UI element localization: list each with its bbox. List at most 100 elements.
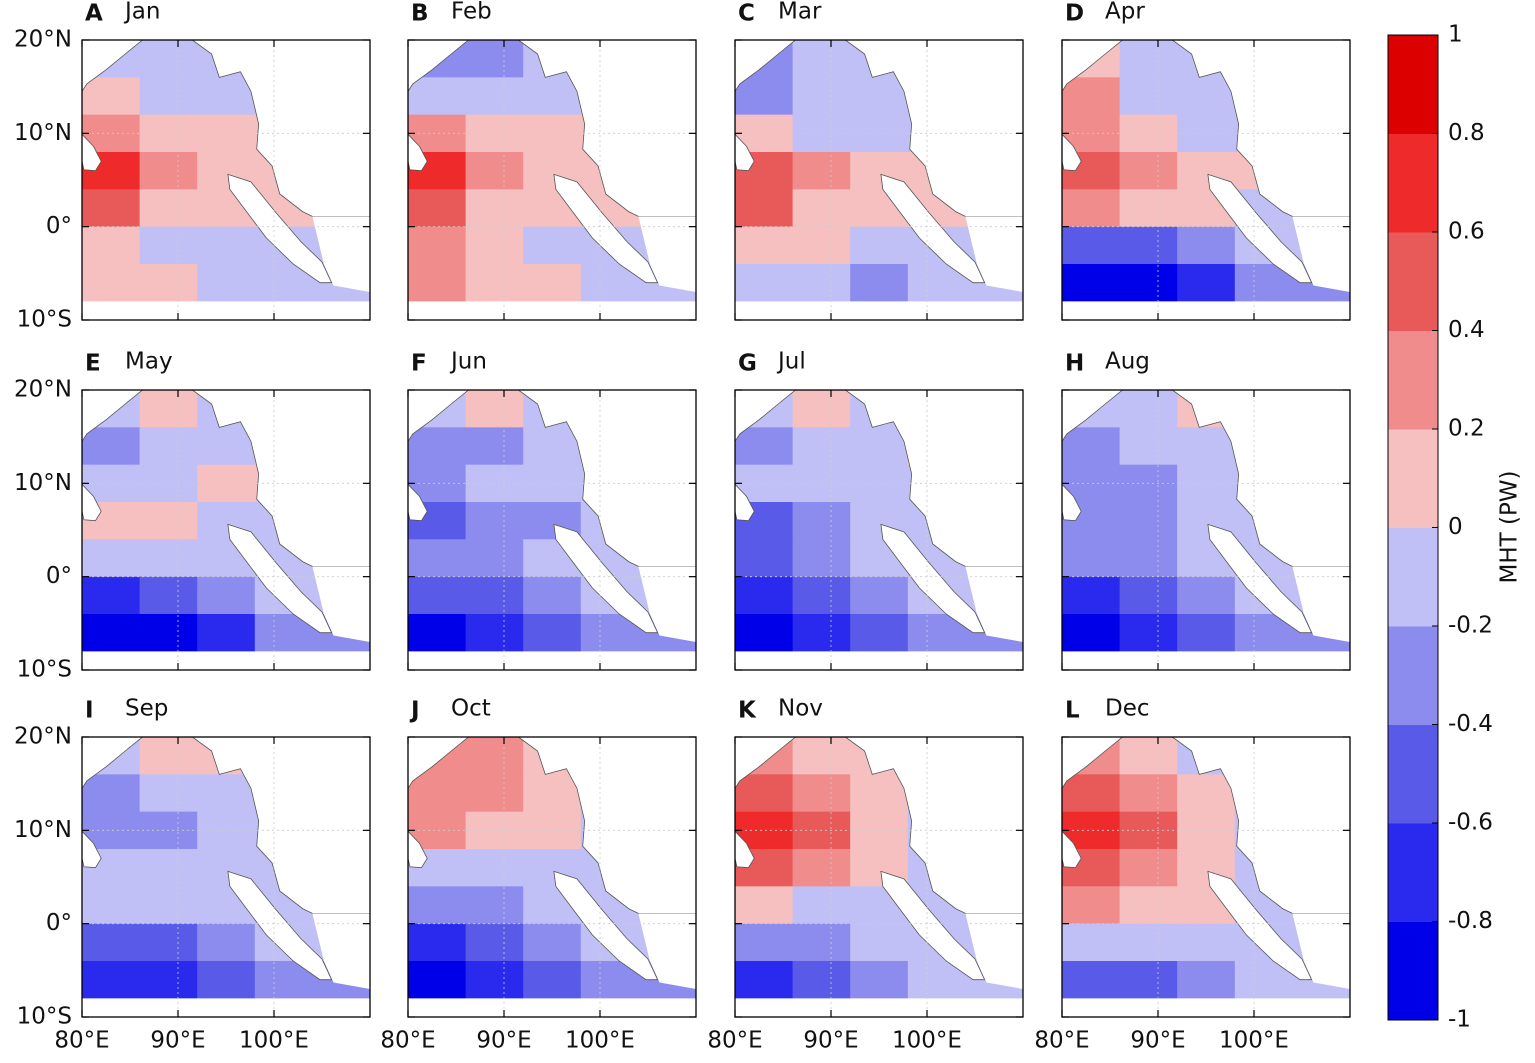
land bbox=[408, 133, 428, 172]
field-cell bbox=[1119, 390, 1178, 428]
land bbox=[965, 566, 1023, 642]
land bbox=[880, 173, 986, 284]
field-cell bbox=[197, 961, 256, 999]
land bbox=[82, 737, 144, 790]
field-cell bbox=[465, 226, 524, 265]
field-cell bbox=[1062, 961, 1121, 999]
colorbar-tick-label: -0.8 bbox=[1448, 908, 1493, 934]
land bbox=[1292, 566, 1350, 642]
colorbar-tick-label: -0.6 bbox=[1448, 810, 1493, 836]
field-cell bbox=[139, 390, 198, 428]
field-cell bbox=[408, 427, 467, 466]
field-cell bbox=[139, 77, 198, 116]
field-cell bbox=[1062, 614, 1121, 652]
land bbox=[1207, 173, 1313, 284]
field-cell bbox=[408, 923, 467, 962]
field-cell bbox=[1062, 886, 1121, 925]
field-cell bbox=[1119, 614, 1178, 652]
panel-title: Aug bbox=[1105, 349, 1150, 375]
field-cell bbox=[408, 614, 467, 652]
field-cell bbox=[1177, 961, 1236, 999]
field-cell bbox=[850, 811, 909, 850]
field-cell bbox=[792, 189, 851, 228]
panel-label: G bbox=[738, 351, 757, 377]
panel bbox=[1062, 737, 1350, 1017]
field-cell bbox=[523, 961, 582, 999]
land bbox=[553, 523, 659, 634]
panel bbox=[735, 40, 1023, 320]
x-tick-label: 90°E bbox=[803, 1028, 858, 1054]
land bbox=[312, 216, 370, 292]
panel-title: Sep bbox=[125, 696, 168, 722]
y-tick-label: 0° bbox=[46, 563, 72, 589]
field-cell bbox=[1062, 427, 1121, 466]
land bbox=[1062, 830, 1082, 869]
land bbox=[638, 913, 696, 989]
colorbar-tick-label: 0.4 bbox=[1448, 317, 1485, 343]
panel bbox=[82, 40, 370, 320]
field-cell bbox=[850, 77, 909, 116]
panel-label: D bbox=[1065, 1, 1084, 27]
land bbox=[227, 523, 333, 634]
field-cell bbox=[465, 923, 524, 962]
colorbar-tick-label: -1 bbox=[1448, 1007, 1471, 1033]
field-cell bbox=[197, 264, 256, 302]
panel-title: Mar bbox=[778, 0, 822, 25]
field-cell bbox=[465, 737, 524, 775]
field-cell bbox=[82, 226, 141, 265]
land bbox=[638, 566, 696, 642]
panel-frame bbox=[1061, 389, 1351, 671]
field-cell bbox=[523, 427, 582, 466]
field-cell bbox=[523, 114, 582, 153]
panel-label: I bbox=[85, 698, 94, 724]
field-cell bbox=[1119, 774, 1178, 813]
field-cell bbox=[1119, 539, 1178, 578]
land bbox=[82, 830, 102, 869]
field-cell bbox=[82, 264, 141, 302]
field-cell bbox=[523, 264, 582, 302]
field-cell bbox=[197, 774, 256, 813]
field-cell bbox=[82, 614, 141, 652]
land bbox=[408, 998, 696, 1017]
field-cell bbox=[1177, 77, 1236, 116]
field-cell bbox=[408, 226, 467, 265]
field-cell bbox=[850, 114, 909, 153]
colorbar-segment bbox=[1388, 133, 1438, 233]
field-cell bbox=[408, 77, 467, 116]
panel bbox=[408, 390, 696, 670]
field-cell bbox=[735, 539, 794, 578]
field-cell bbox=[197, 77, 256, 116]
panel-frame bbox=[734, 389, 1024, 671]
field-cell bbox=[139, 923, 198, 962]
field-cell bbox=[1177, 811, 1236, 850]
colorbar-segment bbox=[1388, 35, 1438, 134]
land bbox=[408, 651, 696, 670]
field-cell bbox=[82, 961, 141, 999]
land bbox=[1062, 390, 1124, 443]
colorbar-segment bbox=[1388, 330, 1438, 430]
land bbox=[1062, 483, 1082, 522]
y-tick-label: 10°N bbox=[14, 120, 72, 146]
field-cell bbox=[1177, 923, 1236, 962]
field-cell bbox=[408, 774, 467, 813]
field-cell bbox=[1119, 77, 1178, 116]
field-cell bbox=[850, 464, 909, 503]
land bbox=[1062, 40, 1124, 93]
field-cell bbox=[139, 502, 198, 540]
field-cell bbox=[735, 189, 794, 228]
field-cell bbox=[408, 264, 467, 302]
field-cell bbox=[408, 961, 467, 999]
land bbox=[408, 40, 470, 93]
y-tick-label: 10°S bbox=[17, 1004, 72, 1030]
field-cell bbox=[735, 427, 794, 466]
panel-frame bbox=[407, 389, 697, 671]
field-cell bbox=[197, 464, 256, 503]
field-cell bbox=[792, 264, 851, 302]
panel-title: Oct bbox=[451, 696, 491, 722]
land bbox=[1062, 737, 1124, 790]
panel-title: Jul bbox=[776, 349, 806, 375]
land bbox=[408, 301, 696, 320]
field-cell bbox=[850, 264, 909, 302]
field-cell bbox=[1177, 226, 1236, 265]
